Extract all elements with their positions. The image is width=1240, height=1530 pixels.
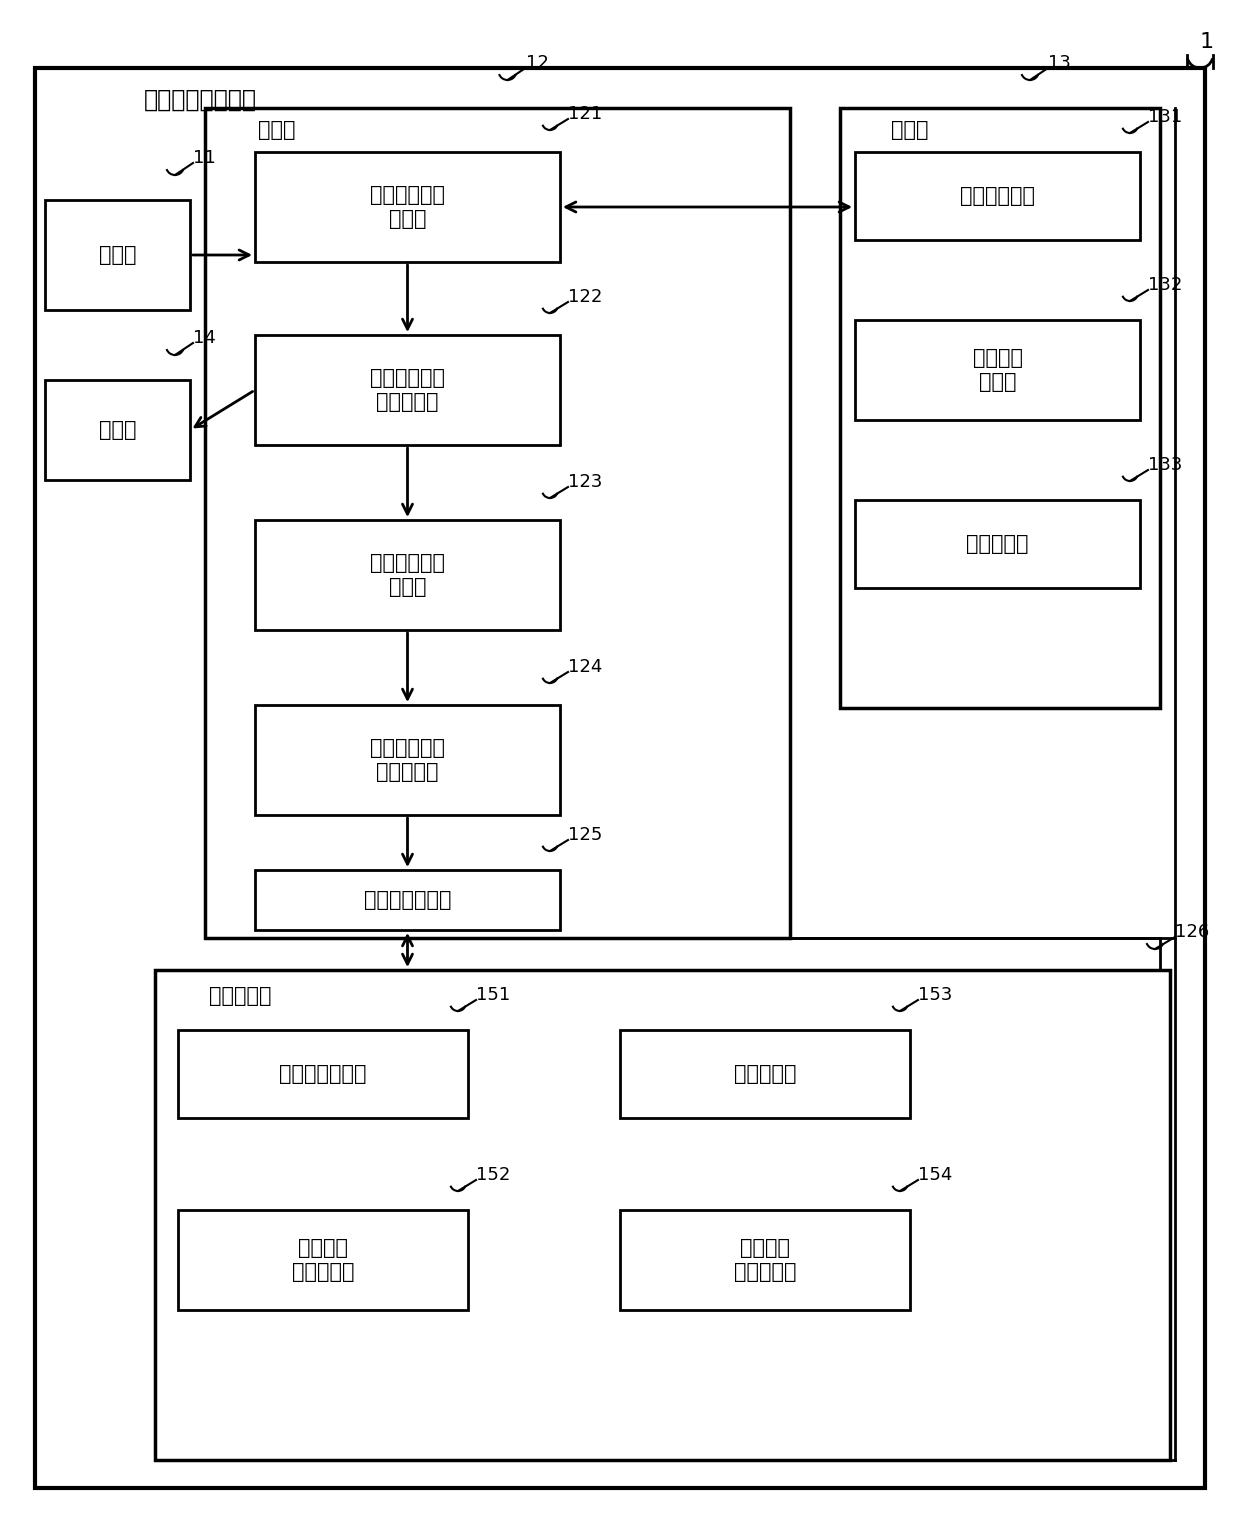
- Bar: [255, 335, 560, 445]
- Text: 1: 1: [1200, 32, 1214, 52]
- Text: 第一援助内容
显示控制部: 第一援助内容 显示控制部: [370, 369, 445, 412]
- Text: 护理管理援助装置: 护理管理援助装置: [144, 89, 257, 112]
- Bar: [856, 320, 1140, 421]
- Text: 125: 125: [568, 826, 603, 845]
- Text: 14: 14: [193, 329, 216, 347]
- Bar: [255, 151, 560, 262]
- Bar: [856, 500, 1140, 588]
- Text: 152: 152: [476, 1166, 511, 1184]
- Text: 存储器: 存储器: [892, 119, 929, 141]
- Text: 第二援助内容
显示控制部: 第二援助内容 显示控制部: [370, 739, 445, 782]
- Text: 124: 124: [568, 658, 603, 676]
- Text: 第一援助内容
决定部: 第一援助内容 决定部: [370, 185, 445, 228]
- Text: 援助内容评价部: 援助内容评价部: [279, 1063, 367, 1083]
- Bar: [620, 1030, 910, 1118]
- Bar: [179, 1030, 467, 1118]
- Text: 123: 123: [568, 473, 603, 491]
- Bar: [179, 1210, 467, 1310]
- Bar: [255, 871, 560, 930]
- Text: 126: 126: [1176, 923, 1209, 941]
- Text: 护理计划制作部: 护理计划制作部: [363, 890, 451, 910]
- Text: 132: 132: [1148, 275, 1183, 294]
- Bar: [45, 200, 190, 311]
- Text: 监视处理部: 监视处理部: [208, 985, 272, 1007]
- Bar: [155, 970, 1171, 1460]
- Text: 基本群数据库: 基本群数据库: [960, 187, 1035, 207]
- Bar: [255, 705, 560, 815]
- Text: 13: 13: [1048, 54, 1071, 72]
- Text: 151: 151: [476, 985, 510, 1004]
- Text: 输入部: 输入部: [99, 245, 136, 265]
- Bar: [255, 520, 560, 630]
- Text: 154: 154: [918, 1166, 952, 1184]
- Text: 处理器: 处理器: [258, 119, 296, 141]
- Text: 11: 11: [193, 148, 216, 167]
- Text: 评价结果
显示控制部: 评价结果 显示控制部: [291, 1238, 355, 1282]
- Text: 显示部: 显示部: [99, 421, 136, 441]
- Bar: [205, 109, 790, 938]
- Text: 12: 12: [526, 54, 548, 72]
- Text: 121: 121: [568, 106, 603, 122]
- Text: 131: 131: [1148, 109, 1182, 125]
- Text: 分数数据库: 分数数据库: [966, 534, 1029, 554]
- Text: 153: 153: [918, 985, 952, 1004]
- Text: 第二援助内容
决定部: 第二援助内容 决定部: [370, 554, 445, 597]
- Text: 122: 122: [568, 288, 603, 306]
- Bar: [856, 151, 1140, 240]
- Bar: [620, 1210, 910, 1310]
- Bar: [45, 379, 190, 480]
- Text: 援助内容
数据库: 援助内容 数据库: [972, 349, 1023, 392]
- Text: 数据变更部: 数据变更部: [734, 1063, 796, 1083]
- Bar: [839, 109, 1159, 708]
- Text: 护理计划
变更判断部: 护理计划 变更判断部: [734, 1238, 796, 1282]
- Text: 133: 133: [1148, 456, 1183, 474]
